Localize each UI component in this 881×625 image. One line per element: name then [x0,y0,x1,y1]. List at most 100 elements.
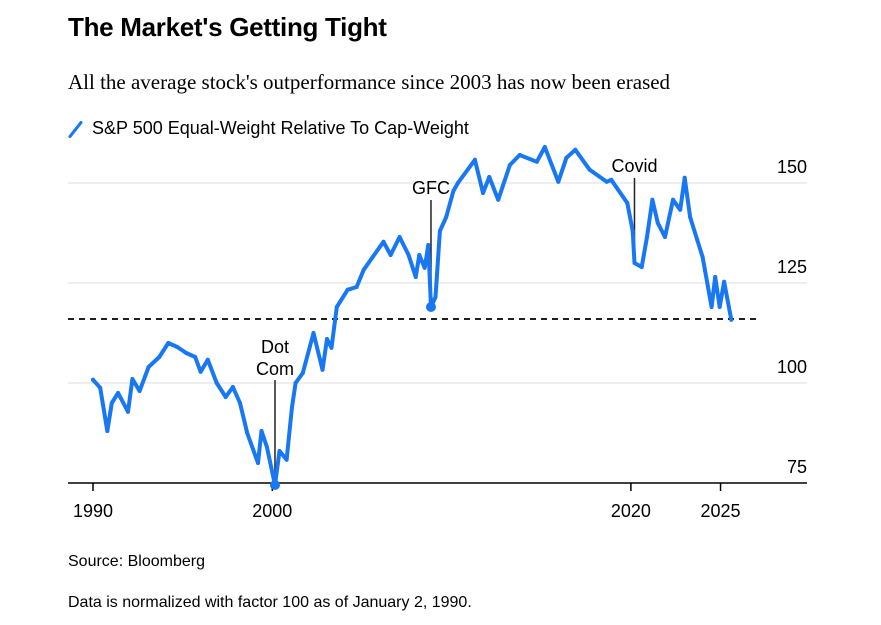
data-point [695,237,700,242]
annotation-marker [269,480,280,490]
data-point [255,461,260,465]
data-point [105,429,110,433]
data-point [413,275,418,279]
data-point [157,355,162,359]
data-point [259,429,264,433]
data-point [205,357,210,362]
chart-title: The Market's Getting Tight [68,12,387,42]
y-tick-label: 125 [777,257,807,277]
data-point [632,261,637,265]
data-point [329,345,334,350]
data-point [98,385,103,390]
legend: S&P 500 Equal-Weight Relative To Cap-Wei… [68,118,469,139]
data-point [587,167,592,172]
data-point [361,267,366,272]
data-point [245,431,250,435]
data-point [290,405,295,409]
data-point [534,159,539,164]
annotation-marker [425,302,436,312]
data-point [480,191,485,195]
data-point [109,401,114,405]
data-point [564,155,569,160]
data-point [184,351,189,355]
data-point [214,381,219,385]
data-point [688,215,693,219]
data-point [311,331,316,335]
data-point [324,337,329,341]
data-point [175,345,180,349]
data-point [678,207,683,212]
data-point [91,377,95,382]
data-point [542,145,547,149]
series-line [91,145,734,487]
annotation-label: Com [256,359,294,379]
legend-label: S&P 500 Equal-Weight Relative To Cap-Wei… [92,118,469,138]
data-point [573,147,578,152]
data-point [334,305,339,309]
data-point [320,367,325,372]
data-point [444,215,449,219]
data-point [655,221,660,225]
data-point [193,355,198,359]
data-point [437,229,442,233]
chart-subtitle: All the average stock's outperformance s… [68,70,671,94]
data-point [487,175,492,179]
data-point [451,189,456,193]
data-point [682,175,687,180]
data-point [284,457,289,462]
data-point [345,287,350,292]
data-point [433,295,438,299]
data-point [417,253,422,257]
normalization-note: Data is normalized with factor 100 as of… [68,594,472,611]
data-point [238,401,243,405]
y-tick-label: 100 [777,357,807,377]
data-point [472,157,477,162]
data-point [198,369,203,374]
annotation-label: Covid [611,156,657,176]
data-point [639,265,644,269]
y-tick-label: 75 [787,457,807,477]
data-point [146,365,151,369]
data-point [729,317,734,322]
source-note: Source: Bloomberg [68,553,205,570]
data-point [662,235,667,239]
data-point [722,279,727,284]
data-point [422,265,427,270]
data-point [223,395,228,399]
data-point [354,285,359,289]
data-point [116,391,121,395]
data-point [496,197,501,202]
y-tick-label: 150 [777,157,807,177]
data-point [230,385,235,389]
data-point [630,229,635,233]
data-point [388,253,393,257]
data-point [604,179,609,184]
data-point [625,201,630,205]
data-point [700,255,705,259]
data-point [517,153,522,157]
data-point [556,179,561,184]
data-point [650,197,655,202]
data-point [125,409,130,414]
annotation-label: GFC [412,178,450,198]
annotation-label: Dot [261,337,289,357]
data-point [130,377,135,381]
data-point [507,163,512,167]
data-point [645,235,650,239]
data-point [609,177,614,182]
data-point [406,253,411,257]
data-point [717,305,722,309]
data-point [293,381,298,385]
data-point [264,445,269,449]
x-tick-label: 1990 [73,501,113,521]
data-point [709,305,714,309]
x-tick-label: 2025 [701,501,741,521]
x-tick-label: 2000 [252,501,292,521]
data-point [370,255,375,259]
data-point [671,197,676,202]
data-point [381,239,386,244]
data-point [277,449,282,453]
data-point [455,181,460,185]
data-point [300,371,305,375]
